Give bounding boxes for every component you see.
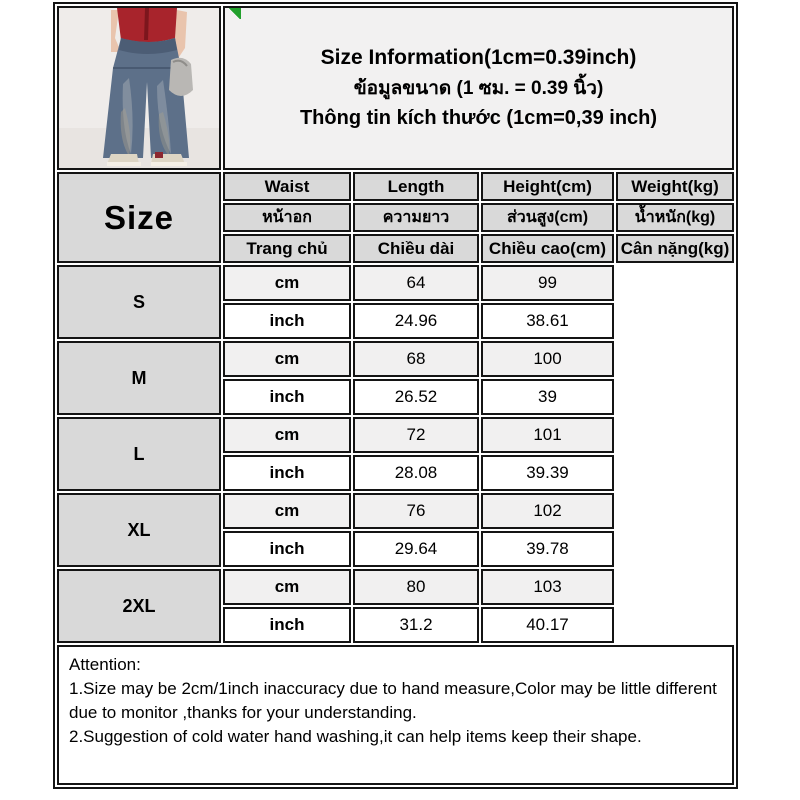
unit-cm-label: cm (223, 265, 351, 301)
length-cm-xl: 102 (481, 493, 614, 529)
waist-inch-l: 28.08 (353, 455, 479, 491)
waist-inch-xl: 29.64 (353, 531, 479, 567)
size-chart-sheet: Size Information(1cm=0.39inch) ข้อมูลขนา… (53, 2, 738, 789)
title-english: Size Information(1cm=0.39inch) (320, 45, 637, 69)
table-row: inch 31.2 40.17 (57, 607, 734, 643)
size-cell-2xl: 2XL (57, 569, 221, 643)
header-length-vi: Chiều dài (353, 234, 479, 263)
size-cell-m: M (57, 341, 221, 415)
table-row: S cm 64 99 (57, 265, 734, 339)
title-thai: ข้อมูลขนาด (1 ซม. = 0.39 นิ้ว) (353, 78, 604, 100)
header-length-th: ความยาว (353, 203, 479, 232)
size-cell-l: L (57, 417, 221, 491)
waist-inch-2xl: 31.2 (353, 607, 479, 643)
table-row: L cm 72 101 (57, 417, 734, 491)
header-height-en: Height(cm) (481, 172, 614, 201)
size-cell-s: S (57, 265, 221, 339)
attention-heading: Attention: (69, 655, 141, 674)
length-cm-m: 100 (481, 341, 614, 377)
length-inch-s: 38.61 (481, 303, 614, 339)
unit-cm-label: cm (223, 417, 351, 453)
waist-cm-s: 64 (353, 265, 479, 301)
length-inch-2xl: 40.17 (481, 607, 614, 643)
unit-inch-label: inch (223, 455, 351, 491)
waist-inch-m: 26.52 (353, 379, 479, 415)
attention-row: Attention: 1.Size may be 2cm/1inch inacc… (57, 645, 734, 785)
table-row: inch 28.08 39.39 (57, 455, 734, 491)
table-row: inch 26.52 39 (57, 379, 734, 415)
model-wearing-jeans-illustration (59, 8, 219, 168)
header-row-vietnamese: Trang chủ Chiều dài Chiều cao(cm) Cân nặ… (57, 234, 734, 263)
length-cm-l: 101 (481, 417, 614, 453)
photo-title-row: Size Information(1cm=0.39inch) ข้อมูลขนา… (57, 6, 734, 170)
header-waist-vi: Trang chủ (223, 234, 351, 263)
waist-inch-s: 24.96 (353, 303, 479, 339)
header-waist-th: หน้าอก (223, 203, 351, 232)
waist-cm-xl: 76 (353, 493, 479, 529)
unit-cm-label: cm (223, 341, 351, 377)
header-weight-th: น้ำหนัก(kg) (616, 203, 734, 232)
length-cm-2xl: 103 (481, 569, 614, 605)
size-cell-xl: XL (57, 493, 221, 567)
header-length-en: Length (353, 172, 479, 201)
size-header-cell: Size (57, 172, 221, 263)
title-block: Size Information(1cm=0.39inch) ข้อมูลขนา… (223, 6, 734, 170)
length-inch-l: 39.39 (481, 455, 614, 491)
waist-cm-l: 72 (353, 417, 479, 453)
length-inch-xl: 39.78 (481, 531, 614, 567)
unit-cm-label: cm (223, 569, 351, 605)
header-height-th: ส่วนสูง(cm) (481, 203, 614, 232)
header-height-vi: Chiều cao(cm) (481, 234, 614, 263)
table-row: inch 29.64 39.78 (57, 531, 734, 567)
table-row: M cm 68 100 (57, 341, 734, 415)
attention-note-1: 1.Size may be 2cm/1inch inaccuracy due t… (69, 679, 717, 723)
unit-inch-label: inch (223, 379, 351, 415)
header-weight-vi: Cân nặng(kg) (616, 234, 734, 263)
waist-cm-m: 68 (353, 341, 479, 377)
title-vietnamese: Thông tin kích thước (1cm=0,39 inch) (299, 107, 658, 130)
waist-cm-2xl: 80 (353, 569, 479, 605)
table-row: XL cm 76 102 (57, 493, 734, 567)
unit-inch-label: inch (223, 607, 351, 643)
size-table: Size Information(1cm=0.39inch) ข้อมูลขนา… (53, 2, 738, 789)
unit-inch-label: inch (223, 531, 351, 567)
header-row-english: Size Waist Length Height(cm) Weight(kg) (57, 172, 734, 263)
attention-box: Attention: 1.Size may be 2cm/1inch inacc… (57, 645, 734, 785)
unit-inch-label: inch (223, 303, 351, 339)
header-row-thai: หน้าอก ความยาว ส่วนสูง(cm) น้ำหนัก(kg) (57, 203, 734, 232)
header-weight-en: Weight(kg) (616, 172, 734, 201)
header-waist-en: Waist (223, 172, 351, 201)
unit-cm-label: cm (223, 493, 351, 529)
length-inch-m: 39 (481, 379, 614, 415)
table-row: 2XL cm 80 103 (57, 569, 734, 643)
table-row: inch 24.96 38.61 (57, 303, 734, 339)
product-photo (57, 6, 221, 170)
length-cm-s: 99 (481, 265, 614, 301)
green-corner-marker-icon (225, 8, 241, 19)
attention-note-2: 2.Suggestion of cold water hand washing,… (69, 727, 642, 747)
